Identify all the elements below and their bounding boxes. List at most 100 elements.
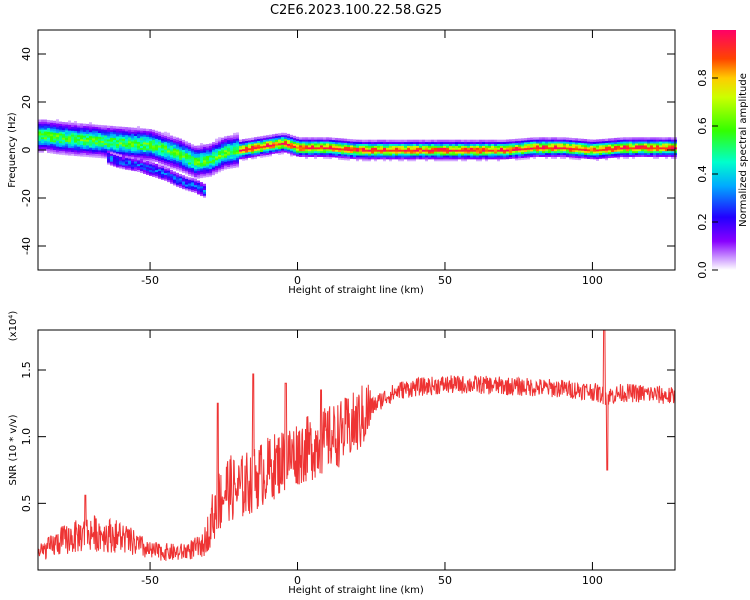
heat-cell	[272, 141, 275, 145]
heat-cell	[386, 143, 389, 146]
heat-cell	[485, 155, 488, 158]
heat-cell	[122, 138, 125, 141]
heat-cell	[419, 143, 422, 146]
heat-cell	[206, 153, 209, 157]
heat-cell	[464, 151, 467, 154]
heat-cell	[203, 157, 206, 161]
heat-cell	[527, 153, 530, 156]
heat-cell	[482, 151, 485, 154]
heat-cell	[122, 153, 125, 157]
heat-cell	[134, 133, 137, 136]
heat-cell	[152, 170, 155, 173]
heat-cell	[41, 138, 44, 142]
heat-cell	[365, 139, 368, 143]
heat-cell	[575, 149, 578, 153]
heat-cell	[143, 147, 146, 151]
heat-cell	[119, 151, 122, 154]
heat-cell	[251, 149, 254, 152]
heat-cell	[182, 179, 185, 182]
heat-cell	[269, 150, 272, 153]
heat-cell	[137, 147, 140, 150]
heat-cell	[299, 141, 302, 144]
heat-cell	[194, 164, 197, 168]
heat-cell	[74, 126, 77, 130]
heat-cell	[176, 151, 179, 154]
heat-cell	[89, 141, 92, 144]
heat-cell	[353, 145, 356, 148]
heat-cell	[299, 139, 302, 142]
heat-cell	[110, 161, 113, 164]
heat-cell	[578, 153, 581, 157]
heat-cell	[302, 144, 305, 148]
heat-cell	[47, 133, 50, 136]
heat-cell	[668, 143, 671, 146]
heat-cell	[395, 145, 398, 148]
heat-cell	[134, 147, 137, 150]
heat-cell	[314, 143, 317, 146]
heat-cell	[488, 156, 491, 160]
heat-cell	[98, 140, 101, 143]
heat-cell	[107, 160, 110, 163]
heat-cell	[161, 177, 164, 180]
heat-cell	[41, 131, 44, 134]
heat-cell	[203, 146, 206, 149]
heat-cell	[68, 130, 71, 133]
heat-cell	[452, 145, 455, 148]
colorbar: 0.00.20.40.60.8 Normalized spectral ampl…	[696, 30, 749, 279]
heat-cell	[422, 147, 425, 150]
heat-cell	[200, 152, 203, 156]
heat-cell	[419, 149, 422, 152]
heat-cell	[662, 152, 665, 156]
heat-cell	[404, 151, 407, 154]
heat-cell	[272, 145, 275, 149]
heat-cell	[206, 155, 209, 158]
heat-cell	[386, 155, 389, 158]
heat-cell	[569, 155, 572, 158]
heat-cell	[176, 160, 179, 164]
heat-cell	[452, 151, 455, 154]
heat-cell	[416, 145, 419, 148]
heat-cell	[140, 162, 143, 166]
heat-cell	[104, 150, 107, 153]
heat-cell	[656, 144, 659, 148]
heat-cell	[140, 160, 143, 164]
heat-cell	[449, 147, 452, 150]
heat-cell	[665, 141, 668, 144]
heat-cell	[497, 158, 500, 162]
heat-cell	[479, 145, 482, 148]
heat-cell	[50, 133, 53, 137]
heat-cell	[173, 167, 176, 170]
heat-cell	[77, 132, 80, 136]
heat-cell	[371, 155, 374, 158]
heat-cell	[59, 125, 62, 128]
heat-cell	[338, 147, 341, 151]
heat-cell	[269, 136, 272, 140]
heat-cell	[269, 153, 272, 157]
heat-cell	[551, 154, 554, 157]
heat-cell	[65, 145, 68, 148]
heat-cell	[104, 148, 107, 151]
heat-cell	[461, 143, 464, 146]
heat-cell	[494, 147, 497, 150]
heat-cell	[149, 129, 152, 132]
heat-cell	[407, 145, 410, 148]
heat-cell	[116, 135, 119, 139]
heat-cell	[110, 155, 113, 158]
heat-cell	[293, 147, 296, 150]
heat-cell	[629, 150, 632, 154]
heat-cell	[419, 145, 422, 148]
heat-cell	[485, 141, 488, 144]
heat-cell	[596, 145, 599, 148]
heat-cell	[329, 145, 332, 148]
heat-cell	[167, 172, 170, 175]
heat-cell	[623, 141, 626, 144]
heat-cell	[272, 136, 275, 139]
heat-cell	[179, 183, 182, 187]
heat-cell	[113, 137, 116, 141]
heat-cell	[455, 156, 458, 160]
heat-cell	[551, 139, 554, 142]
heat-cell	[137, 157, 140, 161]
heat-cell	[191, 151, 194, 155]
heat-cell	[284, 144, 287, 147]
heat-cell	[113, 158, 116, 161]
